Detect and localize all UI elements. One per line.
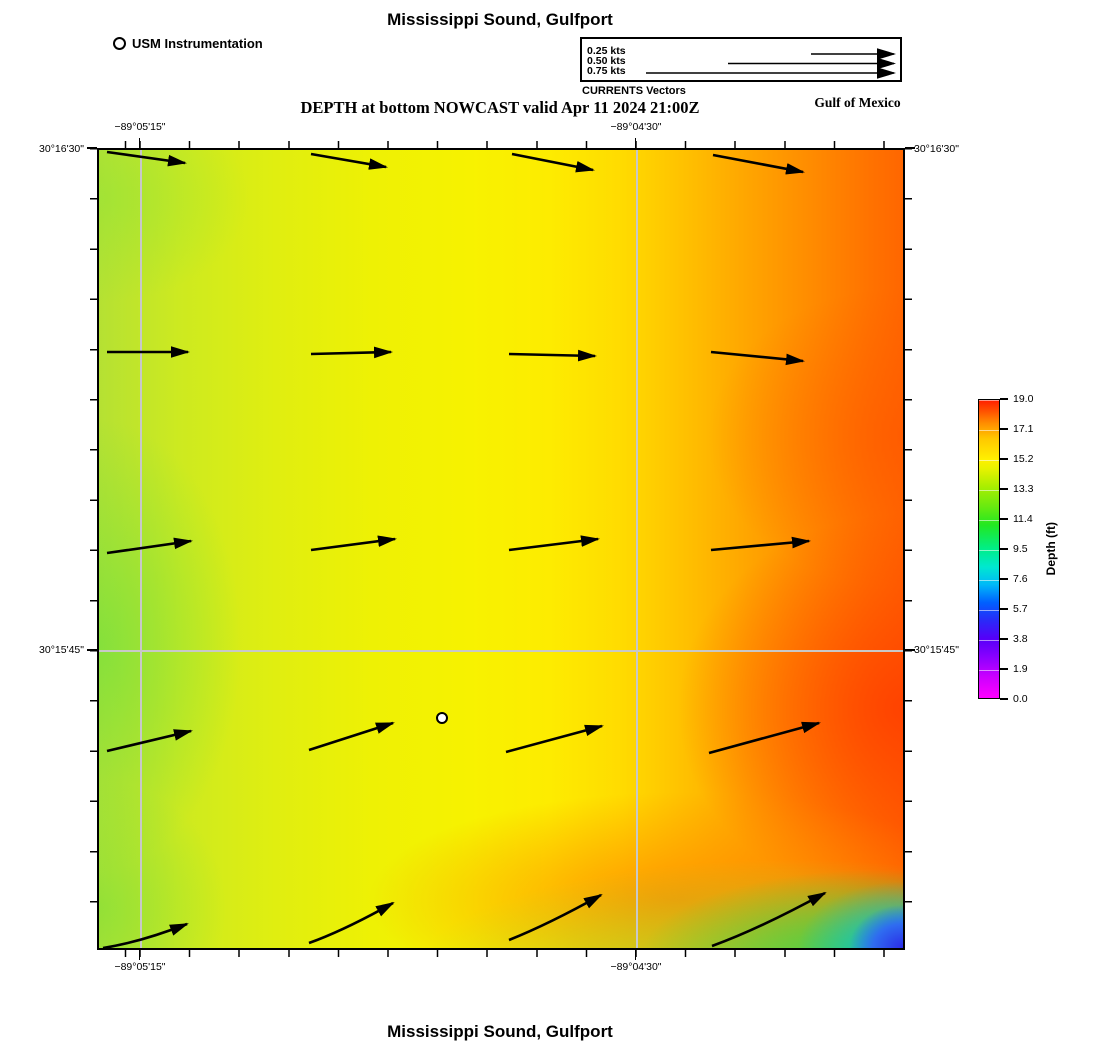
lon-major-tick	[634, 950, 637, 960]
station-marker-icon	[113, 37, 126, 50]
lat-label-left-north: 30°16'30"	[39, 142, 84, 155]
lon-label-top-east: −89°04'30"	[610, 121, 662, 133]
lon-label-bottom-west: −89°05'15"	[114, 961, 166, 973]
colorbar-title-box: Depth (ft)	[1042, 399, 1060, 699]
usm-station-marker	[435, 711, 448, 724]
lat-major-tick	[87, 147, 97, 149]
depth-heatmap	[99, 150, 903, 948]
map-panel	[97, 148, 905, 950]
lon-major-tick	[634, 138, 637, 148]
colorbar-tick-label: 13.3	[1013, 482, 1034, 495]
bottom-axis-ticks	[97, 950, 905, 957]
colorbar-tick	[1000, 458, 1008, 460]
top-axis-ticks	[97, 141, 905, 148]
colorbar-tick-label: 1.9	[1013, 662, 1028, 675]
figure-subtitle: DEPTH at bottom NOWCAST valid Apr 11 202…	[300, 98, 700, 117]
colorbar-tick-label: 5.7	[1013, 602, 1028, 615]
depth-colorbar	[978, 399, 1000, 699]
colorbar-tick	[1000, 548, 1008, 550]
colorbar-ticks: 19.0 17.1 15.2 13.3 11.4 9.5 7.6 5.7 3.8 1.9 0.0	[978, 393, 1033, 705]
lat-major-tick	[905, 147, 915, 149]
colorbar-tick-label: 9.5	[1013, 542, 1028, 555]
parallel-gridline	[99, 650, 903, 652]
colorbar-tick	[1000, 518, 1008, 520]
colorbar-tick-label: 15.2	[1013, 452, 1034, 465]
right-axis-ticks	[905, 148, 912, 950]
colorbar-tick	[1000, 638, 1008, 640]
colorbar-tick	[1000, 668, 1008, 670]
colorbar-tick	[1000, 608, 1008, 610]
left-axis-ticks	[90, 148, 97, 950]
lat-major-tick	[87, 649, 97, 651]
colorbar-tick-label: 3.8	[1013, 632, 1028, 645]
station-legend-label: USM Instrumentation	[132, 36, 263, 51]
lon-major-tick	[138, 950, 141, 960]
vector-legend-caption: CURRENTS Vectors	[582, 85, 686, 97]
current-vector-arrows	[102, 150, 827, 948]
colorbar-tick-label: 19.0	[1013, 392, 1034, 405]
figure-title-bottom: Mississippi Sound, Gulfport	[387, 1022, 613, 1041]
colorbar-tick	[1000, 428, 1008, 430]
colorbar-tick	[1000, 398, 1008, 400]
figure-title: Mississippi Sound, Gulfport	[387, 10, 613, 29]
colorbar-title: Depth (ft)	[1044, 522, 1058, 576]
colorbar-tick-label: 11.4	[1013, 512, 1033, 525]
lat-label-right-south: 30°15'45"	[914, 643, 959, 656]
lat-label-right-north: 30°16'30"	[914, 142, 959, 155]
lon-label-bottom-east: −89°04'30"	[610, 961, 662, 973]
legend-speed-label: 0.25 kts	[587, 45, 626, 57]
lon-major-tick	[138, 138, 141, 148]
current-speed-legend-labels: 0.25 kts 0.50 kts 0.75 kts	[587, 45, 626, 77]
lat-label-left-south: 30°15'45"	[39, 643, 84, 656]
lon-label-top-west: −89°05'15"	[114, 121, 166, 133]
colorbar-tick	[1000, 698, 1008, 700]
region-label: Gulf of Mexico	[814, 95, 901, 110]
current-speed-legend: 0.25 kts 0.50 kts 0.75 kts	[580, 37, 902, 82]
lat-major-tick	[905, 649, 915, 651]
colorbar-tick	[1000, 578, 1008, 580]
colorbar-tick-label: 17.1	[1013, 422, 1034, 435]
colorbar-tick-label: 0.0	[1013, 692, 1028, 705]
colorbar-tick	[1000, 488, 1008, 490]
meridian-gridline	[636, 150, 638, 948]
legend-arrow-icons	[646, 48, 896, 79]
legend-speed-label: 0.50 kts	[587, 54, 626, 67]
colorbar-tick-label: 7.6	[1013, 572, 1028, 585]
station-legend: USM Instrumentation	[113, 36, 263, 51]
legend-speed-label: 0.75 kts	[587, 64, 626, 77]
